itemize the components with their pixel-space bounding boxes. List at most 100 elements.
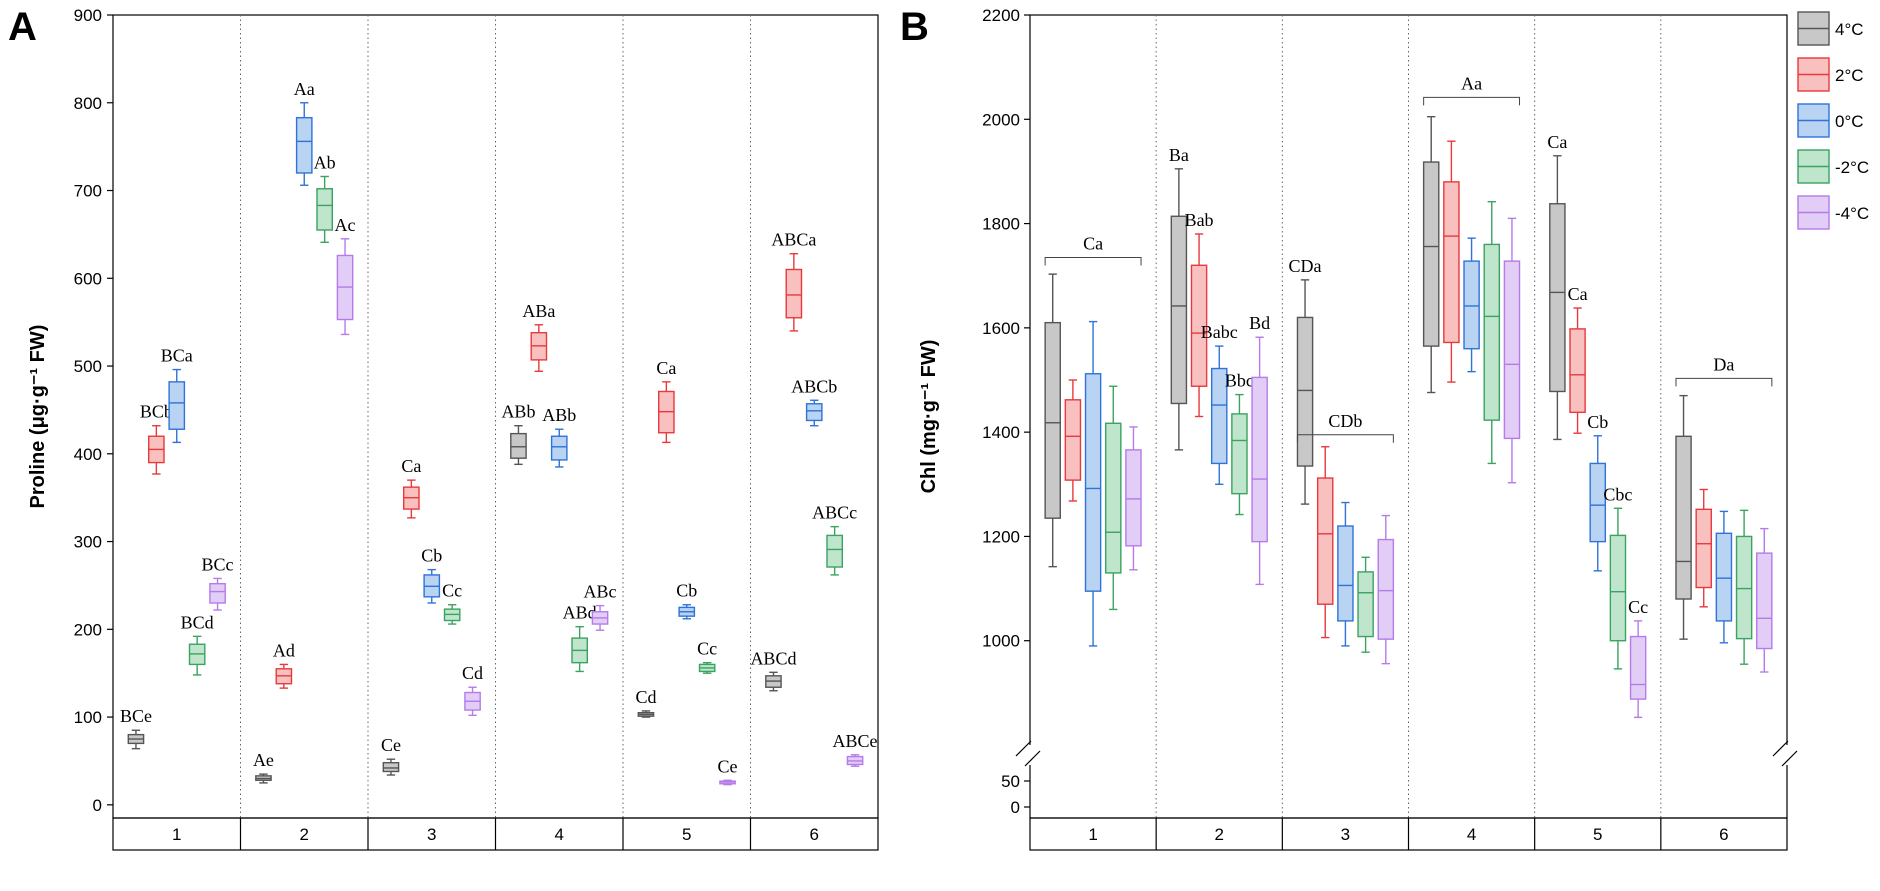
box-4C bbox=[1170, 215, 1188, 405]
y-tick-label: 1400 bbox=[982, 423, 1020, 442]
y-axis-title: Chl (mg·g⁻¹ FW) bbox=[918, 340, 940, 494]
axis-break-mark bbox=[1024, 750, 1041, 767]
box-2C bbox=[1695, 508, 1713, 589]
group-significance-label: Da bbox=[1713, 354, 1734, 374]
axis-break-gap bbox=[1779, 745, 1803, 765]
box-m2C bbox=[316, 188, 334, 231]
box-m2C bbox=[1231, 413, 1248, 495]
proline-chart: 0 100 200 300 400 500 600 700 800 900 Proline (μg·… bbox=[27, 6, 879, 851]
significance-label: Cd bbox=[635, 687, 656, 707]
significance-label: Ca bbox=[1568, 284, 1588, 304]
box-0C bbox=[1210, 367, 1228, 465]
category-label: 2 bbox=[1215, 825, 1224, 844]
significance-label: Bbc bbox=[1225, 371, 1254, 391]
group-significance-label: CDb bbox=[1328, 411, 1362, 431]
y-tick-label: 1600 bbox=[982, 319, 1020, 338]
box-m4C bbox=[1377, 538, 1395, 640]
box-m4C bbox=[209, 582, 226, 604]
y-tick-label: 1000 bbox=[982, 632, 1020, 651]
box-m4C bbox=[1503, 260, 1521, 440]
category-label: 4 bbox=[1467, 825, 1476, 844]
category-label: 1 bbox=[1088, 825, 1097, 844]
significance-label: ABa bbox=[522, 301, 555, 321]
group-significance-label: Ca bbox=[1083, 233, 1103, 253]
box-m4C bbox=[1251, 376, 1268, 543]
legend-label: -2°C bbox=[1835, 158, 1869, 177]
box-0C bbox=[805, 403, 823, 422]
y-tick-label: 900 bbox=[74, 6, 102, 25]
box-m4C bbox=[1756, 552, 1773, 650]
y-tick-label: 500 bbox=[74, 357, 102, 376]
box-0C bbox=[1337, 525, 1354, 622]
category-label: 5 bbox=[682, 825, 691, 844]
significance-label: ABCc bbox=[812, 503, 857, 523]
significance-label: ABb bbox=[501, 402, 535, 422]
box-4C bbox=[510, 432, 527, 459]
y-tick-label: 50 bbox=[1001, 772, 1020, 791]
significance-label: ABc bbox=[584, 582, 617, 602]
box-4C bbox=[1675, 435, 1692, 600]
significance-label: BCd bbox=[181, 612, 214, 632]
category-label: 2 bbox=[300, 825, 309, 844]
significance-label: Babc bbox=[1201, 322, 1238, 342]
significance-label: ABCe bbox=[833, 731, 878, 751]
box-4C bbox=[382, 762, 400, 773]
y-tick-label: 2200 bbox=[982, 6, 1020, 25]
y-tick-label: 200 bbox=[74, 620, 102, 639]
significance-label: Ce bbox=[381, 735, 401, 755]
group-significance-label: Aa bbox=[1461, 73, 1482, 93]
box-4C bbox=[1296, 316, 1314, 467]
category-label: 6 bbox=[1719, 825, 1728, 844]
significance-label: ABCb bbox=[791, 376, 837, 396]
box-0C bbox=[1715, 532, 1733, 622]
box-m4C bbox=[1629, 635, 1647, 700]
significance-label: Ca bbox=[1547, 132, 1567, 152]
significance-label: Ad bbox=[273, 640, 295, 660]
significance-label: Aa bbox=[294, 79, 315, 99]
box-m2C bbox=[1609, 534, 1627, 642]
group-bracket bbox=[1675, 377, 1773, 387]
box-4C bbox=[1422, 161, 1440, 347]
significance-label: CDa bbox=[1289, 256, 1322, 276]
category-label: 3 bbox=[427, 825, 436, 844]
category-label: 5 bbox=[1593, 825, 1602, 844]
significance-label: Cc bbox=[1628, 597, 1648, 617]
axis-break-gap bbox=[1014, 745, 1038, 765]
significance-label: Ca bbox=[656, 358, 676, 378]
significance-label: ABCa bbox=[771, 230, 816, 250]
box-m4C bbox=[1125, 449, 1142, 547]
axis-break-mark bbox=[1772, 740, 1789, 757]
significance-label: Cb bbox=[676, 581, 697, 601]
y-tick-label: 600 bbox=[74, 269, 102, 288]
y-tick-label: 400 bbox=[74, 445, 102, 464]
box-4C bbox=[1044, 321, 1061, 519]
category-label: 4 bbox=[555, 825, 564, 844]
y-tick-label: 100 bbox=[74, 708, 102, 727]
chlorophyll-chart: 1000 1200 1400 1600 1800 2000 2200 0 50 Chl (mg·g… bbox=[918, 6, 1803, 851]
box-2C bbox=[1190, 264, 1208, 387]
significance-label: Ab bbox=[314, 152, 336, 172]
y-tick-label: 2000 bbox=[982, 110, 1020, 129]
significance-label: ABd bbox=[563, 603, 597, 623]
legend-label: 4°C bbox=[1835, 20, 1864, 39]
significance-label: Cd bbox=[462, 663, 483, 683]
legend-label: 2°C bbox=[1835, 66, 1864, 85]
box-0C bbox=[295, 116, 313, 174]
y-axis-title: Proline (μg·g⁻¹ FW) bbox=[27, 325, 49, 509]
significance-label: Cbc bbox=[1603, 484, 1632, 504]
box-2C bbox=[1064, 399, 1082, 481]
panel-b-letter: B bbox=[900, 5, 929, 49]
box-4C bbox=[1549, 203, 1566, 393]
axis-break-mark bbox=[1015, 740, 1032, 757]
group-bracket bbox=[1044, 256, 1142, 266]
box-2C bbox=[1443, 181, 1460, 344]
box-m2C bbox=[1104, 422, 1122, 574]
significance-label: Cc bbox=[442, 581, 462, 601]
box-m2C bbox=[826, 534, 844, 568]
significance-label: BCe bbox=[120, 706, 152, 726]
legend-label: -4°C bbox=[1835, 204, 1869, 223]
group-bracket bbox=[1296, 434, 1394, 443]
box-0C bbox=[168, 381, 186, 430]
significance-label: Bab bbox=[1185, 210, 1214, 230]
